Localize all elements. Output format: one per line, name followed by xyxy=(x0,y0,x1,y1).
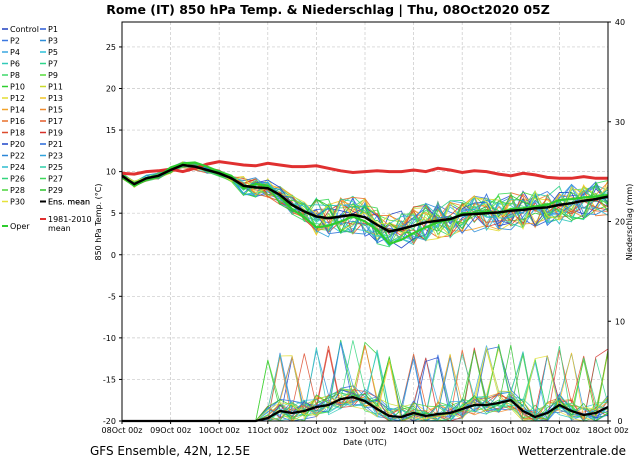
x-tick-label: 18Oct 00z xyxy=(588,426,629,435)
legend-entry: P1 xyxy=(48,25,58,34)
legend-entry: P26 xyxy=(10,175,25,184)
legend-entry: P20 xyxy=(10,140,25,149)
legend-entry: P17 xyxy=(48,117,63,126)
y-right-label: Niederschlag (mm) xyxy=(625,184,634,261)
legend-entry: P5 xyxy=(48,48,58,57)
legend-entry: P19 xyxy=(48,129,63,138)
legend-entry: P11 xyxy=(48,83,63,92)
legend-entry: P15 xyxy=(48,106,63,115)
legend-entry: Ens. mean xyxy=(48,198,90,207)
y-right-axis: 0 10 20 30 40 xyxy=(608,18,625,426)
y-right-tick-label: 20 xyxy=(615,218,625,227)
y-left-tick-label: 10 xyxy=(106,168,116,177)
y-left-tick-label: -10 xyxy=(103,334,116,343)
legend-entry: 1981-2010 xyxy=(48,215,92,224)
footer-model-info: GFS Ensemble, 42N, 12.5E xyxy=(90,444,250,458)
x-tick-label: 12Oct 00z xyxy=(296,426,337,435)
legend-entry: P21 xyxy=(48,140,63,149)
ens-mean-line xyxy=(121,163,609,233)
legend-entry: P12 xyxy=(10,94,25,103)
legend-entry: Control xyxy=(10,25,39,34)
x-tick-label: 15Oct 00z xyxy=(442,426,483,435)
legend-entry: Ens. mean xyxy=(48,198,90,207)
legend-entry: P14 xyxy=(10,106,25,115)
y-left-tick-label: -20 xyxy=(103,417,116,426)
y-left-tick-label: 20 xyxy=(106,85,116,94)
legend-entry: P13 xyxy=(48,94,63,103)
legend-entry: Oper xyxy=(10,222,30,231)
legend-entry: P22 xyxy=(10,152,25,161)
legend-entry: P10 xyxy=(10,83,25,92)
y-right-tick-label: 40 xyxy=(615,18,625,27)
y-left-tick-label: -15 xyxy=(103,375,116,384)
x-tick-label: 17Oct 00z xyxy=(539,426,580,435)
legend-entry: mean xyxy=(48,224,71,233)
legend-entry: P28 xyxy=(10,186,25,195)
y-left-label: 850 hPa Temp. (°C) xyxy=(94,183,103,260)
legend-entry: P4 xyxy=(10,48,20,57)
y-right-tick-label: 30 xyxy=(615,118,625,127)
x-tick-label: 10Oct 00z xyxy=(199,426,240,435)
legend-entry: P18 xyxy=(10,129,25,138)
legend-entry: P23 xyxy=(48,152,63,161)
x-axis: 08Oct 00z 09Oct 00z 10Oct 00z 11Oct 00z 12Oc… xyxy=(102,421,629,435)
y-left-tick-label: -5 xyxy=(108,292,116,301)
legend-entry: P7 xyxy=(48,60,58,69)
footer-source: Wetterzentrale.de xyxy=(518,444,626,458)
oper-line xyxy=(121,161,609,246)
legend-entry: P29 xyxy=(48,186,63,195)
y-right-tick-label: 10 xyxy=(615,317,625,326)
y-left-axis: -20 -15 -10 -5 0 5 10 15 20 25 xyxy=(103,43,122,426)
y-left-tick-label: 5 xyxy=(111,209,116,218)
chart-title: Rome (IT) 850 hPa Temp. & Niederschlag |… xyxy=(106,2,550,17)
legend-entry: P3 xyxy=(48,37,58,46)
legend-entry: P24 xyxy=(10,163,25,172)
legend-entry: P9 xyxy=(48,71,58,80)
x-tick-label: 16Oct 00z xyxy=(490,426,531,435)
x-tick-label: 13Oct 00z xyxy=(345,426,386,435)
legend-entry: P27 xyxy=(48,175,63,184)
y-left-tick-label: 25 xyxy=(106,43,116,52)
legend-entry: P25 xyxy=(48,163,63,172)
y-right-tick-label: 0 xyxy=(617,417,622,426)
legend: Control P1 P2 P3 P4 P5 P6 P7 P8 P9 P10 P11 P12 P13 P14… xyxy=(2,25,92,233)
legend-entry: P16 xyxy=(10,117,25,126)
x-tick-label: 14Oct 00z xyxy=(393,426,434,435)
x-tick-label: 09Oct 00z xyxy=(150,426,191,435)
legend-entry: P30 xyxy=(10,198,25,207)
x-axis-label: Date (UTC) xyxy=(343,438,387,447)
legend-entry: P2 xyxy=(10,37,20,46)
legend-entry: P6 xyxy=(10,60,20,69)
x-tick-label: 11Oct 00z xyxy=(247,426,288,435)
y-left-tick-label: 0 xyxy=(111,251,116,260)
y-left-tick-label: 15 xyxy=(106,126,116,135)
x-tick-label: 08Oct 00z xyxy=(102,426,143,435)
legend-entry: P8 xyxy=(10,71,20,80)
